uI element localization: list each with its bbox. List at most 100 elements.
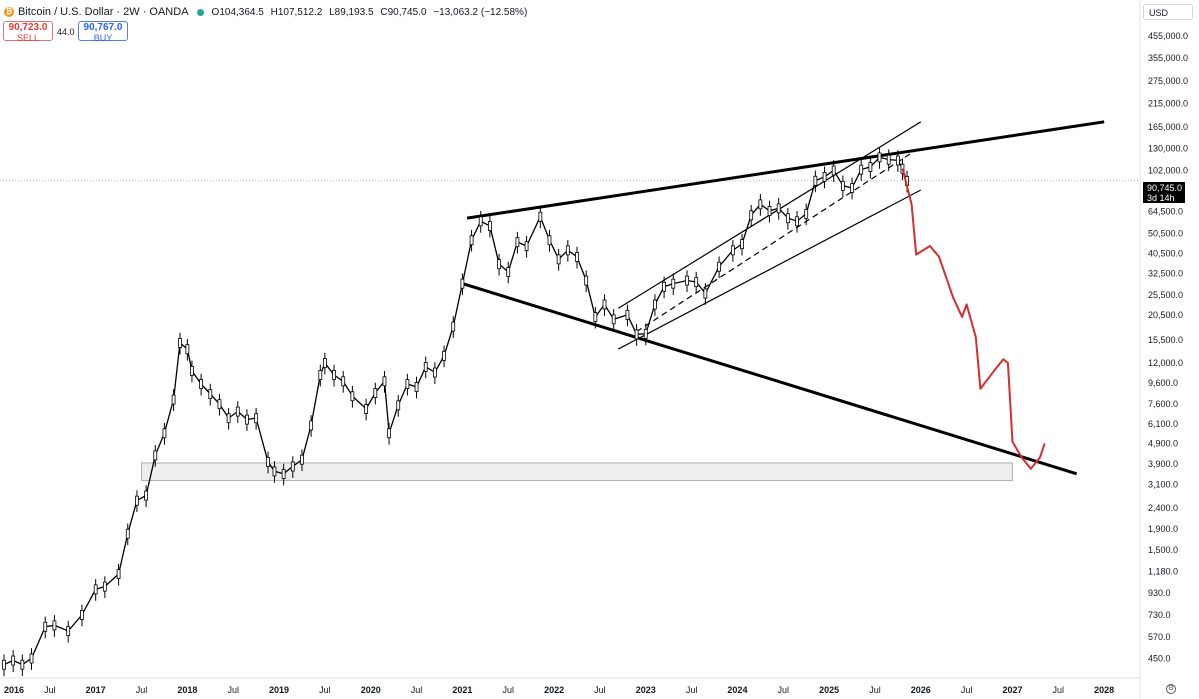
candle-body [318,370,323,380]
candle-body [671,278,676,289]
candle-body [575,252,579,262]
y-tick-label: 64,500.0 [1148,207,1183,217]
x-tick-label: Jul [594,685,606,695]
y-tick-label: 4,900.0 [1148,439,1178,449]
x-tick-label: 2017 [86,685,106,695]
candle-body [171,394,176,405]
candle-body [309,420,314,431]
market-open-indicator [196,8,204,16]
ohlc-low: L89,193.5 [329,6,374,18]
y-tick-label: 32,500.0 [1148,268,1183,278]
price-series-line [3,156,908,666]
candle-body [66,626,71,637]
x-tick-label: 2019 [269,685,289,695]
candle-body [685,275,689,286]
x-tick-label: 2023 [636,685,656,695]
x-tick-label: Jul [686,685,698,695]
y-tick-label: 6,100.0 [1148,419,1178,429]
x-tick-label: 2028 [1094,685,1114,695]
candle-body [341,376,346,387]
x-tick-label: Jul [44,685,56,695]
y-tick-label: 40,500.0 [1148,248,1183,258]
y-tick-label: 12,000.0 [1148,358,1183,368]
y-tick-label: 102,000.0 [1148,165,1188,175]
candle-body [217,399,222,410]
y-tick-label: 3,100.0 [1148,480,1178,490]
candle-body [497,259,501,270]
candle-body [478,216,483,227]
last-price-tag: 90,745.0 3d 14h [1143,182,1185,203]
y-tick-label: 50,500.0 [1148,229,1183,239]
y-tick-label: 1,500.0 [1148,545,1178,555]
candle-body [80,610,84,620]
candle-body [877,152,882,163]
gear-icon[interactable]: ⚙ [1166,684,1176,694]
candle-body [565,245,570,256]
candle-body [547,235,552,246]
candle-body [102,581,107,592]
candle-body [226,413,231,424]
candle-body [643,328,648,339]
bitcoin-icon: ₿ [4,7,14,17]
candle-body [694,277,699,288]
candle-body [396,400,401,411]
candle-body [185,344,190,355]
y-tick-label: 930.0 [1148,588,1171,598]
candle-body [190,365,194,376]
x-tick-label: 2020 [361,685,381,695]
candle-body [125,528,130,539]
x-tick-label: Jul [227,685,239,695]
candle-body [469,235,474,246]
candle-body [116,569,121,579]
candle-body [749,210,754,221]
y-tick-label: 730.0 [1148,610,1171,620]
x-tick-label: Jul [869,685,881,695]
sell-label: SELL [16,33,40,43]
candle-body [290,461,295,472]
candle-body [162,428,167,439]
candle-body [208,389,213,399]
candle-body [538,211,543,222]
currency-button[interactable]: USD [1143,4,1193,20]
symbol-title[interactable]: Bitcoin / U.S. Dollar · 2W · OANDA [18,6,189,18]
candle-body [20,659,25,670]
candle-body [602,299,607,310]
x-tick-label: 2024 [727,685,747,695]
wedge-lower-trendline [461,282,1078,476]
candle-body [178,338,182,348]
candle-body [611,314,616,325]
candle-body [831,165,836,176]
ohlc-readout: O104,364.5 H107,512.2 L89,193.5 C90,745.… [212,7,532,18]
channel-median-line [636,149,917,333]
channel-lower-line [617,189,922,350]
candle-body [634,329,639,340]
candle-body [432,367,437,378]
candle-body [730,245,735,256]
sell-button[interactable]: 90,723.0 SELL [3,21,53,43]
x-tick-label: 2025 [819,685,839,695]
buy-button[interactable]: 90,767.0 BUY [78,21,128,43]
candle-body [300,454,304,465]
support-zone [141,462,1013,481]
candle-body [364,404,369,414]
candle-body [373,388,378,398]
candle-body [235,406,240,417]
candle-body [135,495,139,506]
y-tick-label: 2,400.0 [1148,503,1178,513]
candle-body [254,413,259,424]
ohlc-close: C90,745.0 [380,6,427,18]
y-tick-label: 3,900.0 [1148,459,1178,469]
x-tick-label: Jul [411,685,423,695]
last-price-value: 90,745.0 [1147,183,1183,193]
candle-body [322,358,327,368]
candle-body [767,206,772,216]
x-tick-label: Jul [961,685,973,695]
candle-body [43,621,48,632]
y-tick-label: 1,900.0 [1148,524,1178,534]
candle-body [850,183,854,193]
candle-body [625,309,630,320]
candle-body [795,216,799,227]
y-tick-label: 570.0 [1148,632,1171,642]
